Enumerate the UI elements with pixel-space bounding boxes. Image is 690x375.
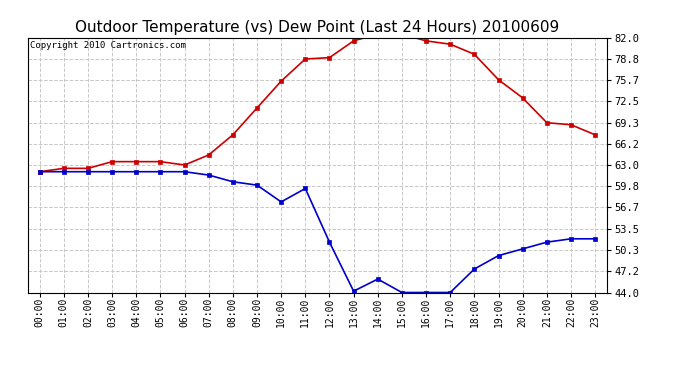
Text: Copyright 2010 Cartronics.com: Copyright 2010 Cartronics.com (30, 41, 186, 50)
Title: Outdoor Temperature (vs) Dew Point (Last 24 Hours) 20100609: Outdoor Temperature (vs) Dew Point (Last… (75, 20, 560, 35)
